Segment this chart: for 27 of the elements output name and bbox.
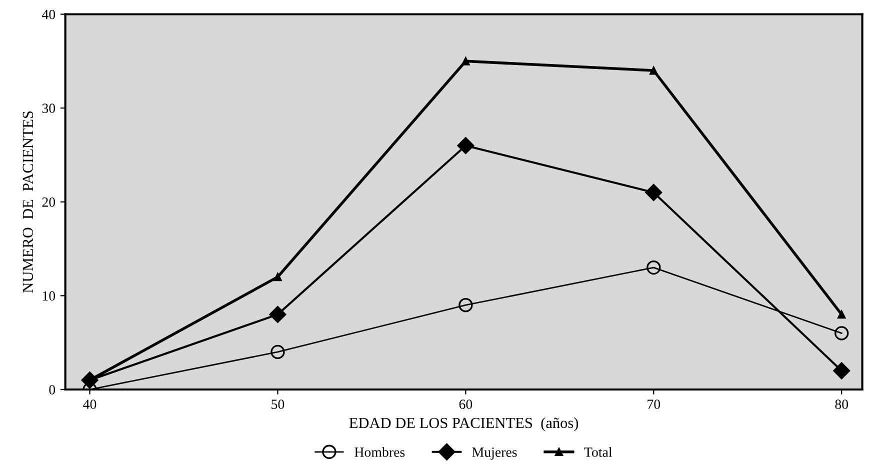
legend-label: Mujeres <box>472 448 517 460</box>
x-axis-title: EDAD DE LOS PACIENTES (años) <box>349 417 578 432</box>
point <box>462 56 470 66</box>
point <box>834 326 849 340</box>
point <box>270 344 285 360</box>
point <box>833 362 850 380</box>
x-tick-label: 60 <box>459 400 472 409</box>
point <box>646 260 661 275</box>
y-tick-label: 10 <box>42 291 56 301</box>
legend-label: Total <box>584 447 612 457</box>
y-tick-label: 40 <box>42 10 56 20</box>
point <box>274 272 282 282</box>
point <box>649 66 658 75</box>
point <box>645 184 662 202</box>
point <box>458 298 473 312</box>
point <box>269 306 286 323</box>
point <box>457 137 474 154</box>
x-tick-label: 70 <box>648 400 660 409</box>
legend-label: Hombres <box>354 447 405 457</box>
y-tick-label: 30 <box>42 104 56 114</box>
y-tick-label: 0 <box>49 385 56 394</box>
y-axis-title: NUMERO DE PACIENTES <box>22 111 34 293</box>
point <box>837 310 846 319</box>
y-tick-label: 20 <box>42 197 56 207</box>
x-tick-label: 50 <box>272 400 284 409</box>
x-tick-label: 80 <box>835 400 848 409</box>
x-tick-label: 40 <box>83 400 96 409</box>
